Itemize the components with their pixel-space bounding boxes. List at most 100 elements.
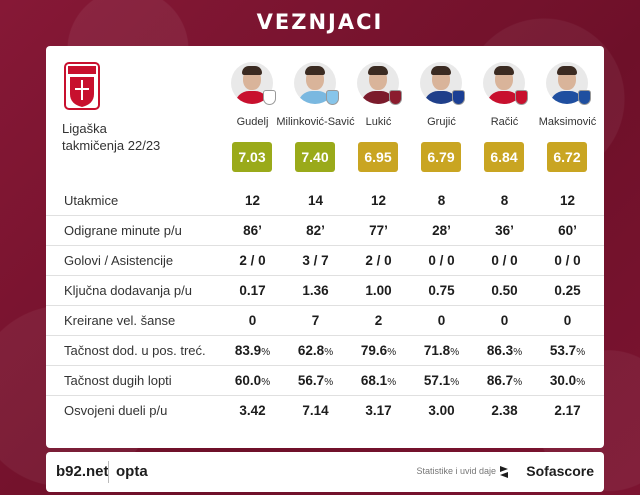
stat-label: Tačnost dugih lopti [64, 373, 172, 388]
stat-number: 12 [244, 193, 261, 208]
stat-number: 0.50 [491, 283, 518, 298]
player-column: Milinković-Savić 7.40 [276, 46, 355, 186]
stat-value: 0 / 0 [410, 246, 473, 276]
stat-value: 0 [473, 306, 536, 336]
stat-value: 3.00 [410, 396, 473, 426]
page-title: VEZNJACI [256, 10, 384, 34]
table-row: Osvojeni dueli p/u 3.42 7.14 3.17 3.00 2.38 2.… [46, 396, 604, 426]
stat-number: 60’ [558, 223, 577, 238]
stat-value: 0 [221, 306, 284, 336]
player-name: Lukić [365, 116, 392, 128]
stat-value: 77’ [347, 216, 410, 246]
player-rating-badge: 6.84 [484, 142, 524, 172]
stat-value: 79.6% [347, 336, 410, 368]
stats-card: Ligaška takmičenja 22/23 Gudelj 7.03 Milin… [46, 46, 604, 448]
stat-number: 0 [500, 313, 509, 328]
stat-number: 86.7 [486, 373, 514, 388]
footer-divider [108, 461, 109, 483]
stat-number: 0 / 0 [554, 253, 581, 268]
stat-value: 0 [536, 306, 599, 336]
stat-value: 2 [347, 306, 410, 336]
stat-number: 3 / 7 [302, 253, 329, 268]
stat-value: 0 [410, 306, 473, 336]
player-rating-badge: 6.72 [547, 142, 587, 172]
stat-value: 36’ [473, 216, 536, 246]
sofascore-logo: Sofascore [526, 463, 594, 479]
stat-number: 86.3 [486, 343, 514, 358]
stat-value: 12 [221, 186, 284, 216]
stat-value: 14 [284, 186, 347, 216]
stat-label: Osvojeni dueli p/u [64, 403, 168, 418]
stat-label: Ključna dodavanja p/u [64, 283, 192, 298]
credit-text: Statistike i uvid daje [416, 466, 496, 476]
stat-value: 86’ [221, 216, 284, 246]
stat-number: 28’ [432, 223, 451, 238]
stat-value: 53.7% [536, 336, 599, 368]
footer: b92.net opta Statistike i uvid daje Sofa… [46, 452, 604, 492]
player-name: Maksimović [538, 116, 597, 128]
stat-label: Kreirane vel. šanse [64, 313, 176, 328]
stat-value: 7.14 [284, 396, 347, 426]
stat-unit: % [576, 377, 586, 388]
stat-number: 3.00 [428, 403, 455, 418]
stat-unit: % [513, 377, 523, 388]
player-column: Lukić 6.95 [347, 46, 410, 186]
table-row: Ključna dodavanja p/u 0.17 1.36 1.00 0.75 0.5… [46, 276, 604, 306]
league-label: Ligaška takmičenja 22/23 [62, 120, 212, 154]
stat-value: 0 / 0 [536, 246, 599, 276]
stat-value: 2 / 0 [221, 246, 284, 276]
table-row: Kreirane vel. šanse 0 7 2 0 0 0 [46, 306, 604, 336]
stat-label: Golovi / Asistencije [64, 253, 174, 268]
stat-value: 2 / 0 [347, 246, 410, 276]
stat-number: 8 [437, 193, 446, 208]
stat-unit: % [324, 347, 334, 358]
stat-value: 71.8% [410, 336, 473, 368]
stat-value: 0.17 [221, 276, 284, 306]
stat-label: Utakmice [64, 193, 119, 208]
stat-number: 56.7 [297, 373, 325, 388]
stat-number: 83.9 [234, 343, 262, 358]
stat-number: 77’ [369, 223, 388, 238]
table-row: Utakmice 12 14 12 8 8 12 [46, 186, 604, 216]
stat-number: 8 [500, 193, 509, 208]
stat-value: 2.17 [536, 396, 599, 426]
stat-unit: % [387, 347, 397, 358]
b92-logo: b92.net [56, 463, 109, 480]
stat-value: 57.1% [410, 366, 473, 398]
stat-value: 60’ [536, 216, 599, 246]
player-avatar [357, 62, 399, 104]
stat-value: 7 [284, 306, 347, 336]
player-name: Grujić [427, 116, 456, 128]
league-label-line-1: Ligaška [62, 121, 107, 136]
player-rating-badge: 7.03 [232, 142, 272, 172]
stat-number: 71.8 [423, 343, 451, 358]
stat-value: 0.25 [536, 276, 599, 306]
stat-value: 2.38 [473, 396, 536, 426]
stat-number: 14 [307, 193, 324, 208]
stat-number: 82’ [306, 223, 325, 238]
stat-value: 12 [347, 186, 410, 216]
stat-value: 68.1% [347, 366, 410, 398]
stat-number: 1.36 [302, 283, 329, 298]
stat-value: 30.0% [536, 366, 599, 398]
player-name: Milinković-Savić [276, 116, 355, 128]
stat-number: 2.17 [554, 403, 581, 418]
stat-number: 2 / 0 [239, 253, 266, 268]
stat-number: 79.6 [360, 343, 388, 358]
stat-value: 3.17 [347, 396, 410, 426]
player-name: Gudelj [236, 116, 269, 128]
stat-unit: % [576, 347, 586, 358]
player-avatar [294, 62, 336, 104]
players-header: Gudelj 7.03 Milinković-Savić 7.40 Lukić 6.95 G… [221, 46, 604, 186]
stat-number: 0 / 0 [491, 253, 518, 268]
stat-value: 60.0% [221, 366, 284, 398]
player-column: Grujić 6.79 [410, 46, 473, 186]
stat-number: 36’ [495, 223, 514, 238]
stat-value: 0 / 0 [473, 246, 536, 276]
stat-unit: % [324, 377, 334, 388]
stat-label: Tačnost dod. u pos. treć. [64, 343, 206, 358]
stat-unit: % [450, 377, 460, 388]
stat-number: 57.1 [423, 373, 451, 388]
stat-number: 2.38 [491, 403, 518, 418]
stat-number: 30.0 [549, 373, 577, 388]
